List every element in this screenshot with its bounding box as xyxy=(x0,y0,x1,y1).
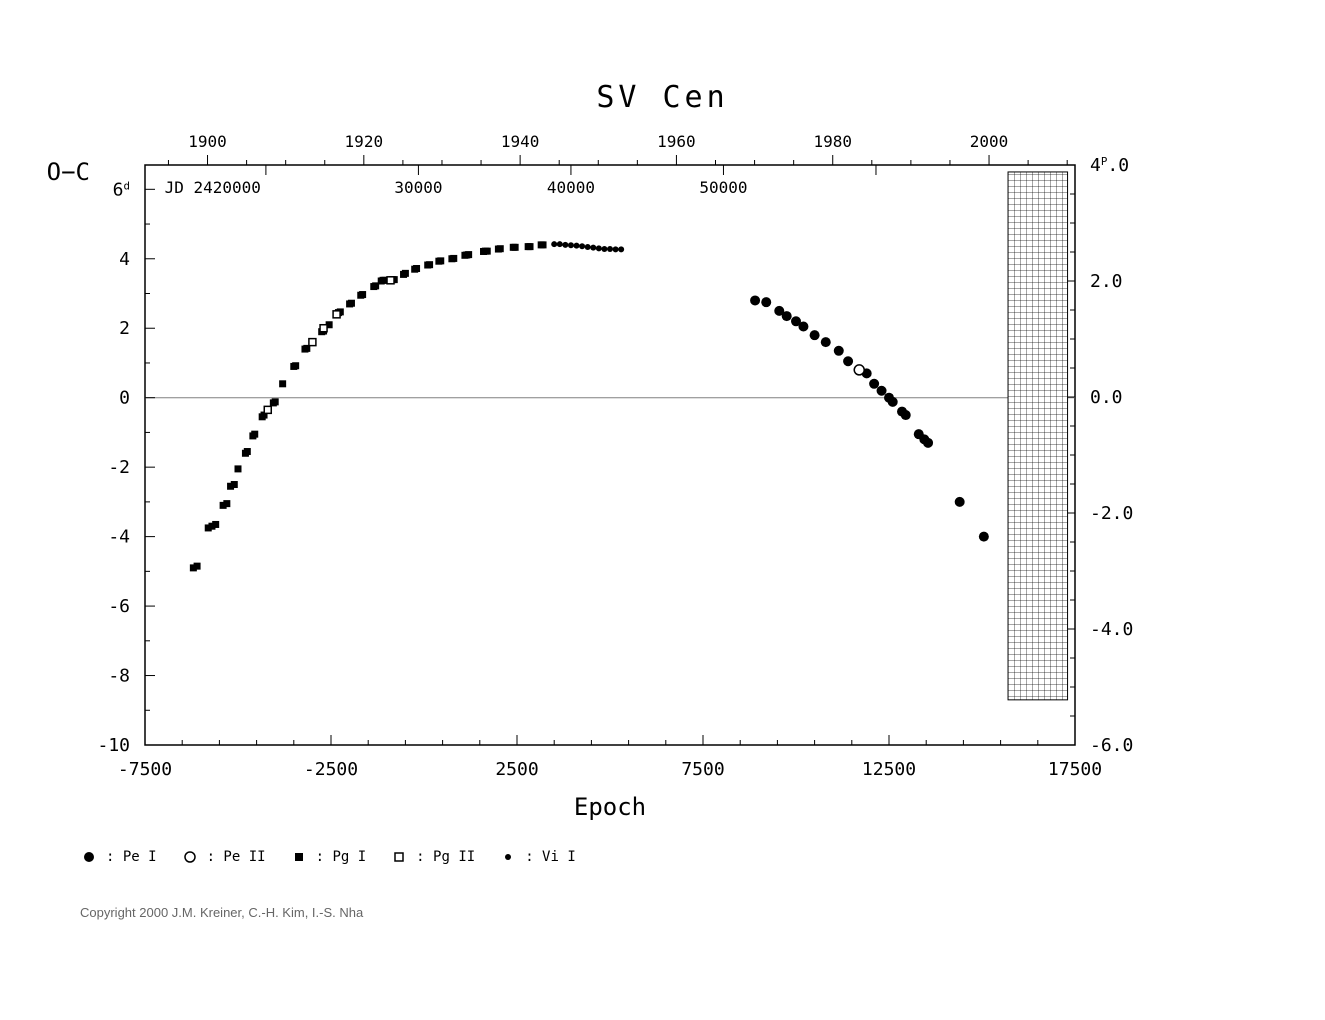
series-pg-i xyxy=(190,241,547,571)
svg-text:-2.0: -2.0 xyxy=(1090,503,1133,524)
svg-text:4: 4 xyxy=(119,249,130,270)
svg-text:1960: 1960 xyxy=(657,132,696,151)
legend-marker-icon xyxy=(390,848,408,866)
legend-item: : Pe II xyxy=(181,848,266,866)
svg-text:-7500: -7500 xyxy=(118,759,172,780)
svg-text:6d: 6d xyxy=(113,179,130,201)
series-pg-ii xyxy=(264,277,394,414)
svg-text:-4.0: -4.0 xyxy=(1090,619,1133,640)
svg-text:12500: 12500 xyxy=(862,759,916,780)
svg-text:40000: 40000 xyxy=(547,178,595,197)
legend-item: : Pg I xyxy=(290,848,367,866)
legend-item: : Vi I xyxy=(499,848,576,866)
svg-text:-2: -2 xyxy=(108,457,130,478)
legend-label: : Pg I xyxy=(316,849,367,865)
legend: : Pe I : Pe II : Pg I : Pg II : Vi I xyxy=(80,848,576,866)
svg-text:-4: -4 xyxy=(108,527,130,548)
legend-marker-icon xyxy=(290,848,308,866)
legend-item: : Pg II xyxy=(390,848,475,866)
svg-text:0.0: 0.0 xyxy=(1090,387,1123,408)
legend-item: : Pe I xyxy=(80,848,157,866)
svg-text:JD 2420000: JD 2420000 xyxy=(165,178,261,197)
svg-text:-2500: -2500 xyxy=(304,759,358,780)
svg-text:50000: 50000 xyxy=(699,178,747,197)
legend-label: : Vi I xyxy=(525,849,576,865)
svg-text:2: 2 xyxy=(119,318,130,339)
svg-text:2.0: 2.0 xyxy=(1090,271,1123,292)
svg-text:2500: 2500 xyxy=(495,759,538,780)
svg-text:1940: 1940 xyxy=(501,132,540,151)
svg-text:30000: 30000 xyxy=(394,178,442,197)
legend-label: : Pe II xyxy=(207,849,266,865)
svg-text:Epoch: Epoch xyxy=(574,793,646,821)
svg-text:7500: 7500 xyxy=(681,759,724,780)
legend-marker-icon xyxy=(499,848,517,866)
page: SV Cen -7500-2500250075001250017500Epoch… xyxy=(0,0,1325,1020)
svg-text:-8: -8 xyxy=(108,666,130,687)
svg-text:17500: 17500 xyxy=(1048,759,1102,780)
oc-diagram: -7500 -2500 2500 7500 12500 17500 Epoch -10 -8 -6… xyxy=(0,0,1325,830)
legend-marker-icon xyxy=(80,848,98,866)
copyright-text: Copyright 2000 J.M. Kreiner, C.-H. Kim, … xyxy=(80,905,363,920)
svg-text:0: 0 xyxy=(119,388,130,409)
svg-text:1980: 1980 xyxy=(813,132,852,151)
svg-text:-10: -10 xyxy=(97,735,130,756)
svg-text:2000: 2000 xyxy=(970,132,1009,151)
svg-text:1900: 1900 xyxy=(188,132,227,151)
svg-text:-6: -6 xyxy=(108,596,130,617)
svg-text:4P.0: 4P.0 xyxy=(1090,155,1129,177)
legend-marker-icon xyxy=(181,848,199,866)
legend-label: : Pe I xyxy=(106,849,157,865)
series-pe-i xyxy=(750,295,989,541)
legend-label: : Pg II xyxy=(416,849,475,865)
svg-text:O−C: O−C xyxy=(47,158,90,186)
svg-text:1920: 1920 xyxy=(345,132,384,151)
svg-text:-6.0: -6.0 xyxy=(1090,735,1133,756)
series-pe-ii xyxy=(854,365,864,375)
series-vi-i xyxy=(551,241,624,252)
